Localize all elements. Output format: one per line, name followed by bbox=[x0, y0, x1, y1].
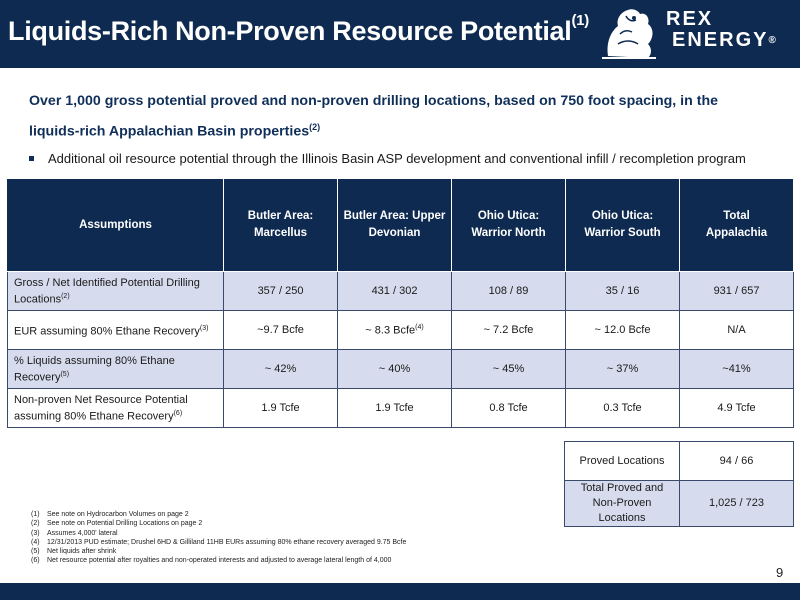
summary-label: Proved Locations bbox=[564, 441, 680, 481]
locations-summary-table: Proved Locations 94 / 66 Total Proved an… bbox=[564, 441, 794, 527]
table-cell: ~ 7.2 Bcfe bbox=[451, 310, 566, 350]
logo-text-energy: ENERGY bbox=[672, 29, 769, 51]
footnote: (4) 12/31/2013 PUD estimate; Drushel 6HD … bbox=[31, 538, 407, 546]
table-cell: ~ 42% bbox=[223, 349, 338, 389]
page-title: Liquids-Rich Non-Proven Resource Potenti… bbox=[8, 12, 589, 46]
bullet-square-icon bbox=[29, 156, 34, 161]
table-cell: ~ 37% bbox=[565, 349, 680, 389]
table-cell: 1.9 Tcfe bbox=[223, 388, 338, 428]
column-header-butler-upper-devonian: Butler Area: Upper Devonian bbox=[337, 178, 452, 272]
row-label: Non-proven Net Resource Potential assumi… bbox=[7, 388, 224, 428]
header-bar bbox=[0, 0, 800, 68]
summary-label: Total Proved and Non-Proven Locations bbox=[564, 480, 680, 527]
column-header-warrior-south: Ohio Utica: Warrior South bbox=[565, 178, 680, 272]
table-header-row: Assumptions Butler Area: Marcellus Butler… bbox=[7, 178, 794, 272]
table-cell: ~41% bbox=[679, 349, 794, 389]
registered-mark: ® bbox=[768, 35, 778, 46]
page-number: 9 bbox=[776, 565, 784, 580]
column-header-warrior-north: Ohio Utica: Warrior North bbox=[451, 178, 566, 272]
footnote: (6) Net resource potential after royaltie… bbox=[31, 557, 392, 565]
table-cell: 1.9 Tcfe bbox=[337, 388, 452, 428]
table-cell: 357 / 250 bbox=[223, 271, 338, 311]
table-cell: 0.3 Tcfe bbox=[565, 388, 680, 428]
company-logo: REX ENERGY® bbox=[598, 4, 794, 62]
table-cell: 0.8 Tcfe bbox=[451, 388, 566, 428]
knight-emblem-icon bbox=[602, 9, 656, 59]
summary-row: Total Proved and Non-Proven Locations 1,… bbox=[564, 480, 794, 527]
table-row: % Liquids assuming 80% Ethane Recovery(5… bbox=[7, 349, 794, 389]
table-cell: ~ 12.0 Bcfe bbox=[565, 310, 680, 350]
table-cell: 431 / 302 bbox=[337, 271, 452, 311]
row-label: EUR assuming 80% Ethane Recovery(3) bbox=[7, 310, 224, 350]
column-header-total-appalachia: Total Appalachia bbox=[679, 178, 794, 272]
assumptions-table: Assumptions Butler Area: Marcellus Butler… bbox=[7, 178, 794, 428]
footnote: (3) Assumes 4,000' lateral bbox=[31, 529, 118, 537]
footnote: (2) See note on Potential Drilling Locati… bbox=[31, 520, 203, 528]
table-cell: 108 / 89 bbox=[451, 271, 566, 311]
logo-wordmark: REX ENERGY® bbox=[666, 9, 778, 51]
row-label: Gross / Net Identified Potential Drillin… bbox=[7, 271, 224, 311]
column-header-butler-marcellus: Butler Area: Marcellus bbox=[223, 178, 338, 272]
bullet-item: Additional oil resource potential throug… bbox=[29, 151, 779, 166]
footer-bar bbox=[0, 583, 800, 600]
table-cell: ~ 8.3 Bcfe(4) bbox=[337, 310, 452, 350]
footnotes: (1) See note on Hydrocarbon Volumes on pa… bbox=[31, 510, 551, 566]
summary-row: Proved Locations 94 / 66 bbox=[564, 441, 794, 481]
table-cell: 931 / 657 bbox=[679, 271, 794, 311]
table-row: EUR assuming 80% Ethane Recovery(3) ~9.7… bbox=[7, 310, 794, 350]
table-cell: 4.9 Tcfe bbox=[679, 388, 794, 428]
footnote: (5) Net liquids after shrink bbox=[31, 548, 117, 556]
row-label: % Liquids assuming 80% Ethane Recovery(5… bbox=[7, 349, 224, 389]
table-cell: ~ 45% bbox=[451, 349, 566, 389]
table-cell: ~ 40% bbox=[337, 349, 452, 389]
logo-text-rex: REX bbox=[666, 8, 714, 30]
table-row: Gross / Net Identified Potential Drillin… bbox=[7, 271, 794, 311]
table-cell: ~9.7 Bcfe bbox=[223, 310, 338, 350]
table-cell: N/A bbox=[679, 310, 794, 350]
table-cell: 35 / 16 bbox=[565, 271, 680, 311]
table-row: Non-proven Net Resource Potential assumi… bbox=[7, 388, 794, 428]
summary-value: 1,025 / 723 bbox=[679, 480, 794, 527]
lead-statement: Over 1,000 gross potential proved and no… bbox=[29, 93, 719, 140]
footnote: (1) See note on Hydrocarbon Volumes on pa… bbox=[31, 511, 189, 518]
column-header-assumptions: Assumptions bbox=[7, 178, 224, 272]
summary-value: 94 / 66 bbox=[679, 441, 794, 481]
